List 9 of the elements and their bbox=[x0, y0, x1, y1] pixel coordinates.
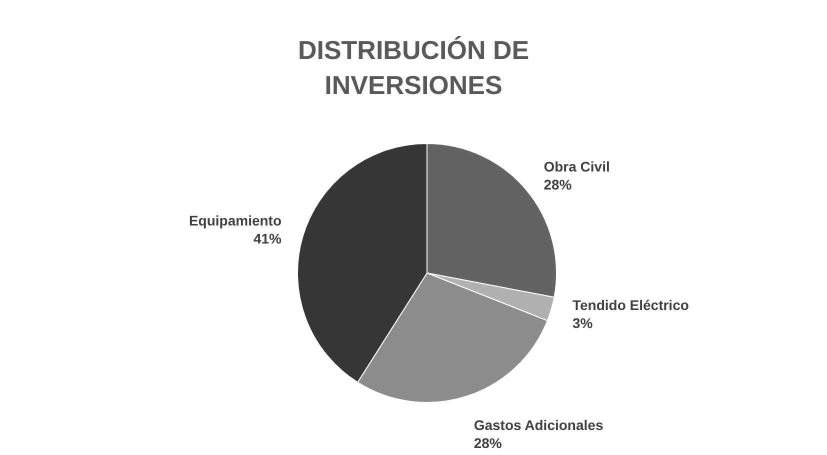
slice-label: Equipamiento bbox=[188, 212, 282, 229]
slice-label: Tendido Eléctrico bbox=[572, 297, 689, 314]
data-label: 41% bbox=[253, 230, 282, 247]
slice-label: Gastos Adicionales bbox=[474, 416, 604, 433]
slice-label: Obra Civil bbox=[544, 158, 610, 174]
chart-title: DISTRIBUCIÓN DE INVERSIONES bbox=[296, 34, 530, 102]
data-label: 28% bbox=[474, 434, 502, 451]
data-label: 28% bbox=[544, 176, 572, 192]
data-label: 3% bbox=[572, 315, 594, 332]
